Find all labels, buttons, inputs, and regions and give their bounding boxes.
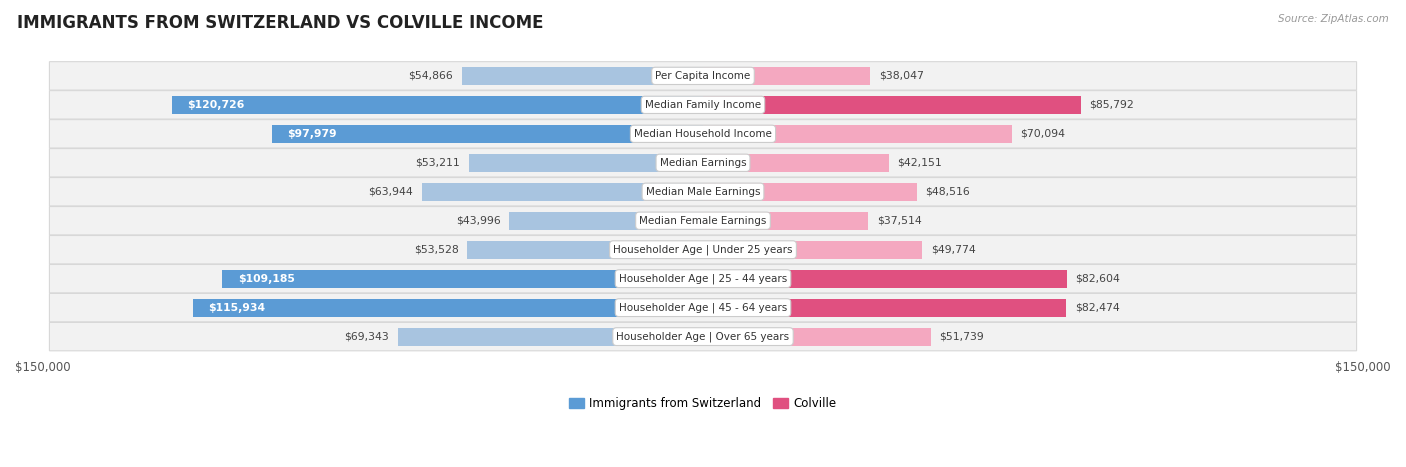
- Text: Median Male Earnings: Median Male Earnings: [645, 187, 761, 197]
- Text: $97,979: $97,979: [287, 129, 337, 139]
- Text: $53,528: $53,528: [413, 245, 458, 255]
- Text: $48,516: $48,516: [925, 187, 970, 197]
- Bar: [703, 154, 889, 172]
- Bar: [703, 328, 931, 346]
- Bar: [271, 125, 703, 143]
- Text: Householder Age | 25 - 44 years: Householder Age | 25 - 44 years: [619, 273, 787, 284]
- FancyBboxPatch shape: [49, 264, 1357, 293]
- Text: $63,944: $63,944: [368, 187, 413, 197]
- Text: IMMIGRANTS FROM SWITZERLAND VS COLVILLE INCOME: IMMIGRANTS FROM SWITZERLAND VS COLVILLE …: [17, 14, 543, 32]
- Bar: [467, 241, 703, 259]
- Text: $69,343: $69,343: [344, 332, 389, 342]
- FancyBboxPatch shape: [49, 206, 1357, 235]
- Text: $51,739: $51,739: [939, 332, 984, 342]
- Text: $38,047: $38,047: [879, 71, 924, 81]
- Bar: [703, 125, 1011, 143]
- Bar: [703, 299, 1066, 317]
- Text: Householder Age | Under 25 years: Householder Age | Under 25 years: [613, 244, 793, 255]
- Text: Median Female Earnings: Median Female Earnings: [640, 216, 766, 226]
- Bar: [703, 67, 870, 85]
- FancyBboxPatch shape: [49, 62, 1357, 90]
- Legend: Immigrants from Switzerland, Colville: Immigrants from Switzerland, Colville: [565, 393, 841, 415]
- Text: $82,604: $82,604: [1076, 274, 1121, 283]
- Text: Median Family Income: Median Family Income: [645, 100, 761, 110]
- Text: $85,792: $85,792: [1090, 100, 1135, 110]
- Text: Median Household Income: Median Household Income: [634, 129, 772, 139]
- Bar: [468, 154, 703, 172]
- Bar: [422, 183, 703, 201]
- Text: $42,151: $42,151: [897, 158, 942, 168]
- Text: $82,474: $82,474: [1074, 303, 1119, 312]
- Text: Householder Age | Over 65 years: Householder Age | Over 65 years: [616, 332, 790, 342]
- Bar: [703, 269, 1067, 288]
- Text: $53,211: $53,211: [415, 158, 460, 168]
- Text: Median Earnings: Median Earnings: [659, 158, 747, 168]
- FancyBboxPatch shape: [49, 177, 1357, 206]
- Text: Per Capita Income: Per Capita Income: [655, 71, 751, 81]
- FancyBboxPatch shape: [49, 322, 1357, 351]
- Text: $70,094: $70,094: [1021, 129, 1066, 139]
- Bar: [461, 67, 703, 85]
- FancyBboxPatch shape: [49, 235, 1357, 264]
- Text: $43,996: $43,996: [456, 216, 501, 226]
- Bar: [509, 212, 703, 230]
- FancyBboxPatch shape: [49, 149, 1357, 177]
- FancyBboxPatch shape: [49, 91, 1357, 119]
- Bar: [703, 183, 917, 201]
- Bar: [398, 328, 703, 346]
- Bar: [172, 96, 703, 114]
- Bar: [703, 96, 1081, 114]
- Text: Source: ZipAtlas.com: Source: ZipAtlas.com: [1278, 14, 1389, 24]
- Bar: [703, 212, 868, 230]
- Text: $37,514: $37,514: [877, 216, 922, 226]
- FancyBboxPatch shape: [49, 120, 1357, 148]
- Text: $115,934: $115,934: [208, 303, 266, 312]
- Text: $54,866: $54,866: [408, 71, 453, 81]
- Text: $49,774: $49,774: [931, 245, 976, 255]
- Bar: [703, 241, 922, 259]
- FancyBboxPatch shape: [49, 293, 1357, 322]
- Bar: [193, 299, 703, 317]
- Bar: [222, 269, 703, 288]
- Text: $120,726: $120,726: [187, 100, 245, 110]
- Text: $109,185: $109,185: [238, 274, 295, 283]
- Text: Householder Age | 45 - 64 years: Householder Age | 45 - 64 years: [619, 303, 787, 313]
